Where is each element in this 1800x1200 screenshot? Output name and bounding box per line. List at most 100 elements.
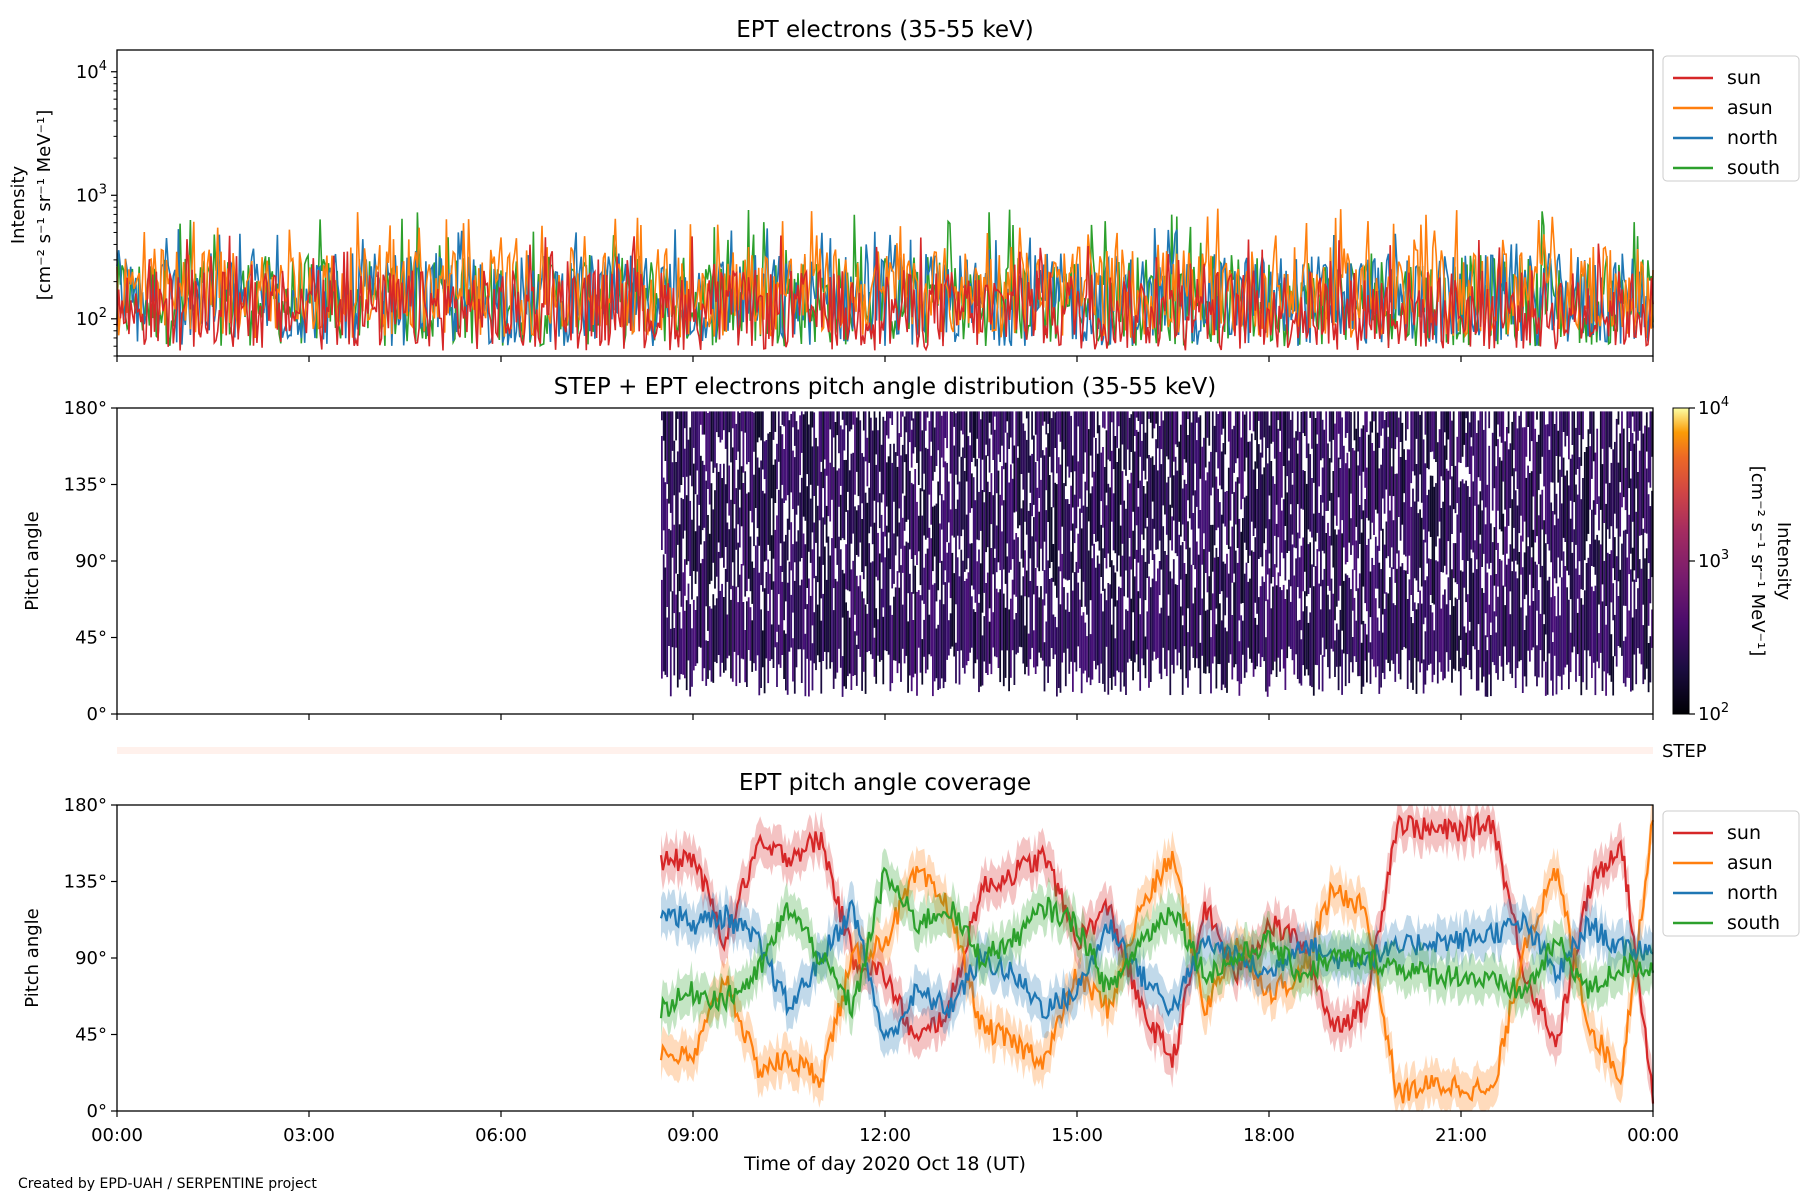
ytick-label: 103 bbox=[76, 182, 107, 206]
heatmap-cell bbox=[1077, 533, 1080, 573]
heatmap-cell bbox=[730, 499, 732, 590]
heatmap-cell bbox=[1598, 633, 1600, 669]
heatmap-cell bbox=[792, 450, 794, 510]
heatmap-cell bbox=[1523, 427, 1526, 522]
heatmap-cell bbox=[1196, 411, 1198, 423]
heatmap-cell bbox=[1066, 499, 1069, 581]
heatmap-cell bbox=[1498, 457, 1501, 530]
colorbar-unit: [cm⁻² s⁻¹ sr⁻¹ MeV⁻¹] bbox=[1747, 466, 1768, 657]
heatmap-cell bbox=[886, 525, 888, 652]
heatmap-cell bbox=[1169, 411, 1172, 478]
heatmap-cell bbox=[827, 411, 830, 517]
heatmap-cell bbox=[719, 463, 722, 559]
heatmap-cell bbox=[1008, 411, 1010, 449]
heatmap-cell bbox=[884, 420, 886, 537]
heatmap-cell bbox=[1447, 470, 1450, 542]
heatmap-cell bbox=[760, 411, 762, 441]
heatmap-cell bbox=[705, 640, 708, 686]
heatmap-cell bbox=[1362, 425, 1365, 472]
heatmap-cell bbox=[1327, 443, 1329, 511]
heatmap-cell bbox=[744, 471, 747, 597]
heatmap-cell bbox=[1350, 589, 1352, 663]
heatmap-cell bbox=[891, 411, 894, 425]
heatmap-cell bbox=[1610, 462, 1613, 527]
heatmap-cell bbox=[1477, 504, 1480, 625]
heatmap-cell bbox=[958, 576, 961, 685]
heatmap-cell bbox=[1284, 540, 1287, 581]
heatmap-cell bbox=[1206, 609, 1209, 667]
heatmap-cell bbox=[1477, 420, 1480, 478]
heatmap-cell bbox=[1553, 525, 1556, 579]
heatmap-cell bbox=[1095, 567, 1097, 670]
ytick-label: 180° bbox=[64, 795, 107, 816]
heatmap-cell bbox=[1286, 492, 1289, 553]
heatmap-cell bbox=[1548, 576, 1551, 654]
heatmap-cell bbox=[749, 607, 752, 661]
heatmap-cell bbox=[1385, 412, 1388, 490]
heatmap-cell bbox=[1302, 470, 1305, 510]
heatmap-cell bbox=[990, 473, 993, 525]
heatmap-cell bbox=[1015, 411, 1018, 512]
heatmap-cell bbox=[994, 411, 996, 417]
heatmap-cell bbox=[1360, 532, 1363, 625]
heatmap-cell bbox=[1137, 411, 1140, 421]
heatmap-cell bbox=[661, 436, 663, 550]
heatmap-cell bbox=[1527, 546, 1529, 651]
heatmap-cell bbox=[1536, 645, 1538, 687]
heatmap-cell bbox=[1116, 462, 1119, 572]
heatmap-cell bbox=[845, 459, 847, 512]
heatmap-cell bbox=[990, 548, 993, 675]
heatmap-cell bbox=[1010, 411, 1012, 438]
heatmap-cell bbox=[1061, 411, 1064, 527]
heatmap-cell bbox=[999, 589, 1002, 683]
heatmap-cell bbox=[731, 447, 734, 563]
heatmap-cell bbox=[1183, 563, 1186, 647]
legend-box bbox=[1662, 810, 1800, 937]
heatmap-cell bbox=[1635, 511, 1638, 582]
heatmap-cell bbox=[974, 612, 977, 664]
heatmap-cell bbox=[712, 411, 715, 473]
heatmap-cell bbox=[834, 578, 837, 679]
heatmap-cell bbox=[1399, 411, 1402, 442]
heatmap-cell bbox=[744, 411, 747, 433]
heatmap-cell bbox=[1497, 596, 1499, 680]
heatmap-cell bbox=[946, 552, 948, 660]
heatmap-cell bbox=[1552, 511, 1554, 633]
heatmap-cell bbox=[1580, 411, 1583, 466]
heatmap-cell bbox=[1052, 411, 1055, 508]
heatmap-cell bbox=[1488, 445, 1491, 569]
heatmap-cell bbox=[907, 621, 909, 693]
heatmap-cell bbox=[1187, 411, 1189, 420]
heatmap-cell bbox=[1086, 636, 1088, 683]
heatmap-cell bbox=[1123, 500, 1126, 597]
credit-text: Created by EPD-UAH / SERPENTINE project bbox=[18, 1176, 317, 1192]
panel2-ylabel: Pitch angle bbox=[22, 511, 43, 610]
heatmap-cell bbox=[687, 583, 690, 661]
heatmap-cell bbox=[1040, 586, 1042, 658]
heatmap-cell bbox=[730, 411, 732, 463]
heatmap-cell bbox=[914, 565, 917, 674]
heatmap-cell bbox=[1516, 505, 1519, 565]
heatmap-cell bbox=[1516, 428, 1519, 489]
heatmap-cell bbox=[852, 452, 855, 534]
heatmap-cell bbox=[831, 538, 833, 663]
heatmap-cell bbox=[1013, 539, 1016, 595]
heatmap-cell bbox=[921, 639, 924, 685]
heatmap-cell bbox=[809, 498, 812, 563]
heatmap-cell bbox=[926, 411, 929, 418]
heatmap-cell bbox=[1238, 641, 1241, 696]
heatmap-cell bbox=[969, 543, 971, 653]
heatmap-cell bbox=[1382, 528, 1384, 615]
heatmap-cell bbox=[1576, 612, 1579, 655]
heatmap-cell bbox=[1002, 593, 1005, 687]
heatmap-cell bbox=[1036, 411, 1039, 462]
heatmap-cell bbox=[992, 411, 995, 460]
heatmap-cell bbox=[1406, 599, 1409, 689]
heatmap-cell bbox=[682, 411, 685, 478]
heatmap-cell bbox=[1077, 411, 1080, 427]
heatmap-cell bbox=[756, 536, 759, 656]
heatmap-cell bbox=[1343, 445, 1345, 548]
heatmap-cell bbox=[1302, 611, 1305, 666]
